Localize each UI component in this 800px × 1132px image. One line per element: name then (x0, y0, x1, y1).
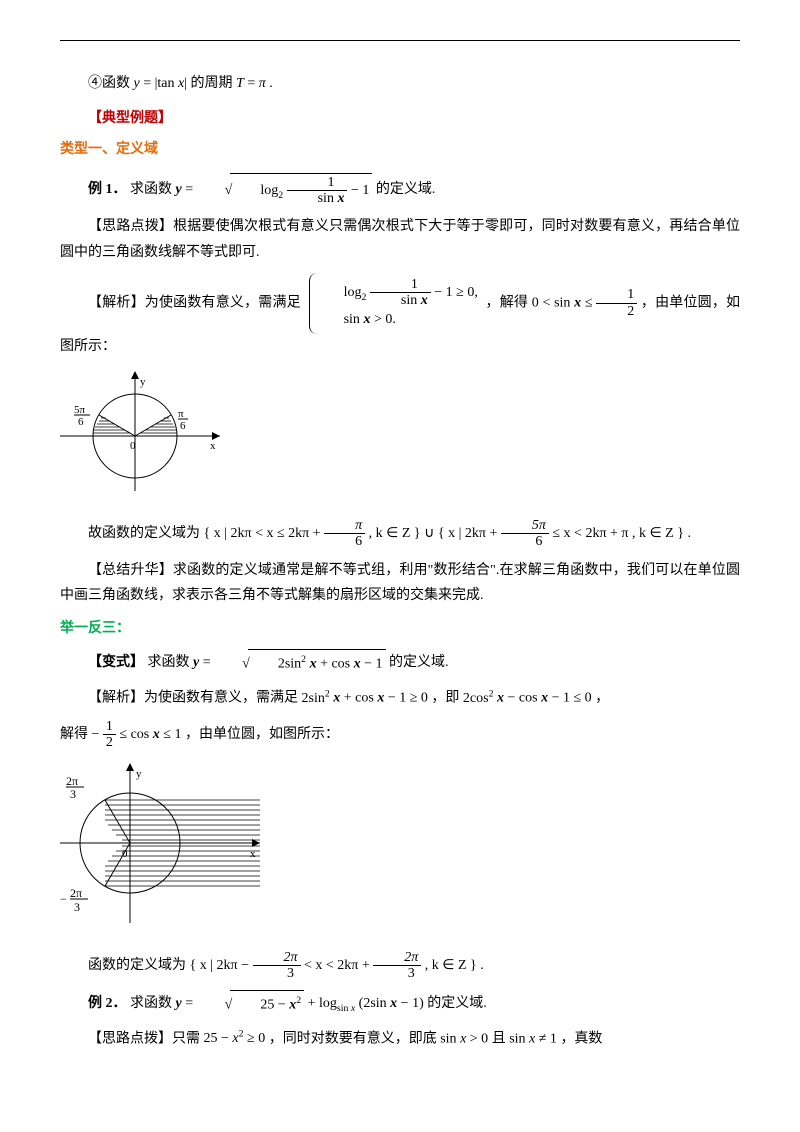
log-base: 2 (278, 189, 283, 200)
svg-text:6: 6 (180, 420, 186, 432)
frac-den: sin x (287, 191, 348, 206)
variant-label: 【变式】 (88, 655, 144, 670)
ex2-label: 例 2． (88, 996, 127, 1011)
svg-text:y: y (140, 376, 146, 388)
one-to-three: 举一反三： (60, 616, 740, 641)
solution-1: 【解析】为使函数有意义，需满足 log2 1sin x − 1 ≥ 0, sin… (60, 273, 740, 359)
hint-2: 【思路点拨】只需 25 − x2 ≥ 0 ，同时对数要有意义，即底 sin x … (60, 1026, 740, 1052)
ex1-stem-a: 求函数 (130, 182, 176, 197)
line-tan-period: ④函数 y = |tan x| 的周期 T = π . (60, 71, 740, 96)
unit-circle-diagram-1: y x 0 (60, 371, 740, 500)
ex1-label: 例 1． (88, 182, 127, 197)
sqrt-icon: √ log2 1sin x − 1 (197, 173, 373, 207)
ex1-stem-b: 的定义域. (376, 182, 436, 197)
svg-text:π: π (178, 408, 184, 420)
svg-text:0: 0 (122, 848, 128, 860)
solution-2b: 解得 − 12 ≤ cos x ≤ 1 ，由单位圆，如图所示： (60, 719, 740, 751)
hint-1: 【思路点拨】根据要使偶次根式有意义只需偶次根式下大于等于零即可，同时对数要有意义… (60, 214, 740, 264)
svg-text:0: 0 (130, 440, 136, 452)
domain-2: 函数的定义域为 { x | 2kπ − 2π3 < x < 2kπ + 2π3 … (60, 950, 740, 982)
svg-text:x: x (250, 848, 256, 860)
log-text: log (260, 183, 278, 198)
svg-text:3: 3 (70, 787, 76, 801)
svg-text:5π: 5π (74, 404, 86, 416)
svg-text:2π: 2π (66, 774, 78, 788)
svg-text:−: − (60, 892, 67, 906)
example-1: 例 1． 求函数 y = √ log2 1sin x − 1 的定义域. (60, 173, 740, 207)
unit-circle-diagram-2: y x 0 (60, 763, 740, 932)
sol1-a: 【解析】为使函数有意义，需满足 (88, 295, 301, 310)
solution-2a: 【解析】为使函数有意义，需满足 2sin2 x + cos x − 1 ≥ 0 … (60, 685, 740, 711)
summary-1: 【总结升华】求函数的定义域通常是解不等式组，利用"数形结合".在求解三角函数中，… (60, 558, 740, 608)
brace-system: log2 1sin x − 1 ≥ 0, sin x > 0. (309, 273, 478, 334)
svg-text:6: 6 (78, 416, 84, 428)
example-2: 例 2． 求函数 y = √25 − x2 + logsin x (2sin x… (60, 990, 740, 1018)
section-examples: 【典型例题】 (60, 106, 740, 131)
ex1-y: y (176, 182, 182, 197)
minus-1: − 1 (351, 183, 369, 198)
type-1-header: 类型一、定义域 (60, 137, 740, 162)
frac-num: 1 (287, 175, 348, 191)
svg-text:3: 3 (74, 900, 80, 914)
svg-text:x: x (210, 440, 216, 452)
svg-text:y: y (136, 768, 142, 780)
domain-1: 故函数的定义域为 { x | 2kπ < x ≤ 2kπ + π6 , k ∈ … (60, 518, 740, 550)
variant: 【变式】 求函数 y = √2sin2 x + cos x − 1 的定义域. (60, 649, 740, 677)
top-rule (60, 40, 740, 41)
page: ④函数 y = |tan x| 的周期 T = π . 【典型例题】 类型一、定… (0, 0, 800, 1132)
svg-text:2π: 2π (70, 886, 82, 900)
sol1-b: ，解得 0 < sin x ≤ (486, 295, 597, 310)
